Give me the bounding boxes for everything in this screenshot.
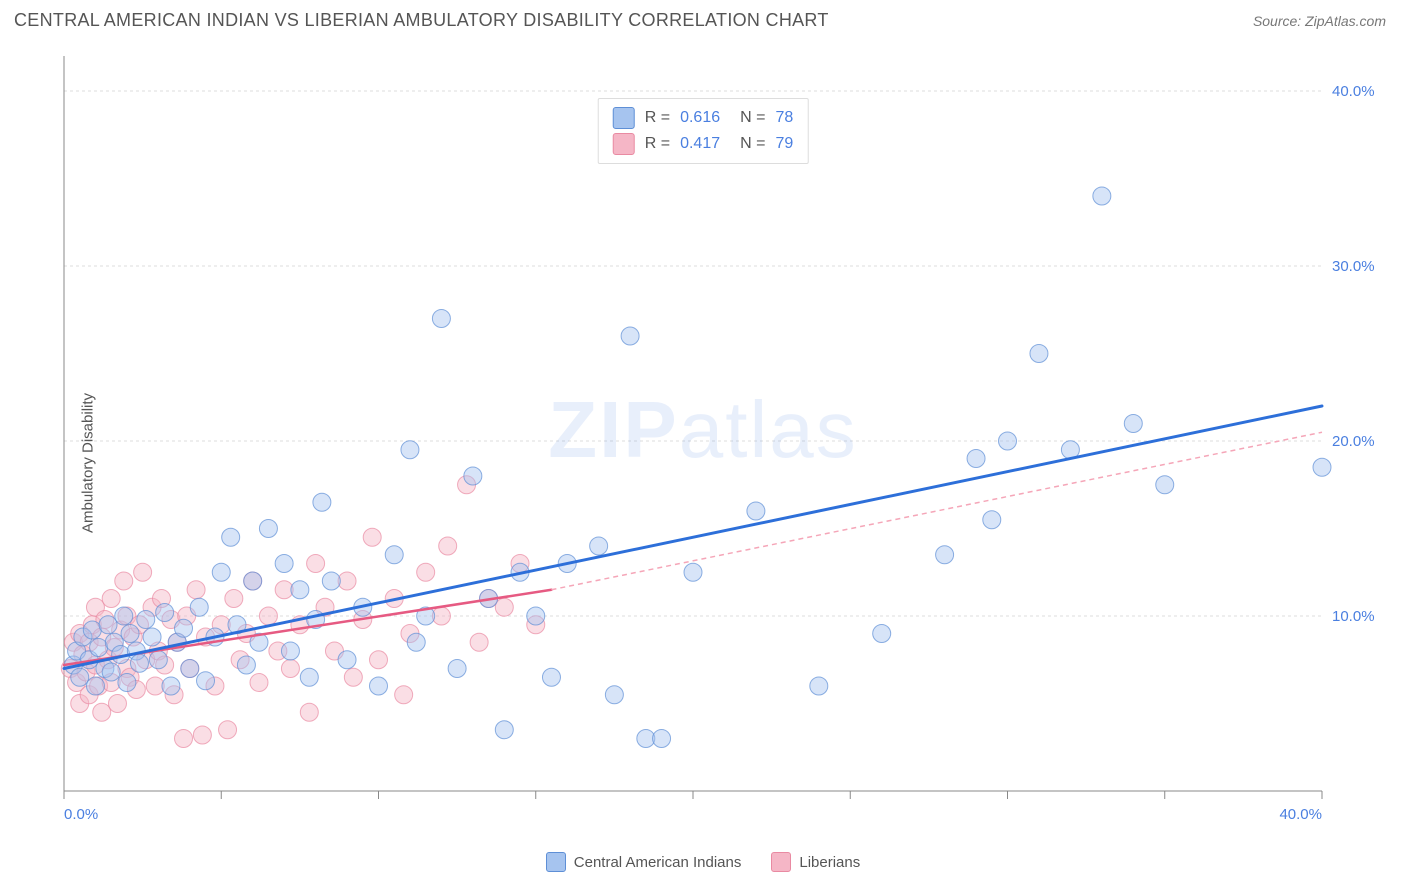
legend-swatch-blue (613, 107, 635, 129)
chart-area: Ambulatory Disability 10.0% 20.0% 30.0% 40.… (14, 46, 1392, 880)
svg-text:10.0%: 10.0% (1332, 608, 1375, 625)
source-label: Source: ZipAtlas.com (1253, 13, 1386, 29)
source-name: ZipAtlas.com (1305, 13, 1386, 29)
svg-text:0.0%: 0.0% (64, 806, 98, 823)
series-legend: Central American Indians Liberians (14, 852, 1392, 872)
legend-swatch-icon (771, 852, 791, 872)
legend-swatch-icon (546, 852, 566, 872)
svg-text:30.0%: 30.0% (1332, 258, 1375, 275)
n-label: N = (740, 105, 765, 131)
y-axis-label: Ambulatory Disability (80, 393, 97, 533)
r-value-blue: 0.616 (680, 105, 720, 131)
scatter-chart: 10.0% 20.0% 30.0% 40.0% 0.0% 40.0% (14, 46, 1392, 846)
svg-text:40.0%: 40.0% (1279, 806, 1322, 823)
n-label: N = (740, 131, 765, 157)
legend-label: Central American Indians (574, 854, 742, 871)
r-value-pink: 0.417 (680, 131, 720, 157)
legend-item-blue: Central American Indians (546, 852, 742, 872)
correlation-legend: R = 0.616 N = 78 R = 0.417 N = 79 (598, 98, 809, 164)
svg-text:20.0%: 20.0% (1332, 433, 1375, 450)
r-label: R = (645, 131, 670, 157)
legend-item-pink: Liberians (771, 852, 860, 872)
n-value-pink: 79 (775, 131, 793, 157)
legend-label: Liberians (799, 854, 860, 871)
chart-title: CENTRAL AMERICAN INDIAN VS LIBERIAN AMBU… (14, 10, 829, 31)
legend-row-pink: R = 0.417 N = 79 (613, 131, 794, 157)
n-value-blue: 78 (775, 105, 793, 131)
legend-swatch-pink (613, 133, 635, 155)
r-label: R = (645, 105, 670, 131)
svg-text:40.0%: 40.0% (1332, 83, 1375, 100)
legend-row-blue: R = 0.616 N = 78 (613, 105, 794, 131)
source-prefix: Source: (1253, 13, 1305, 29)
